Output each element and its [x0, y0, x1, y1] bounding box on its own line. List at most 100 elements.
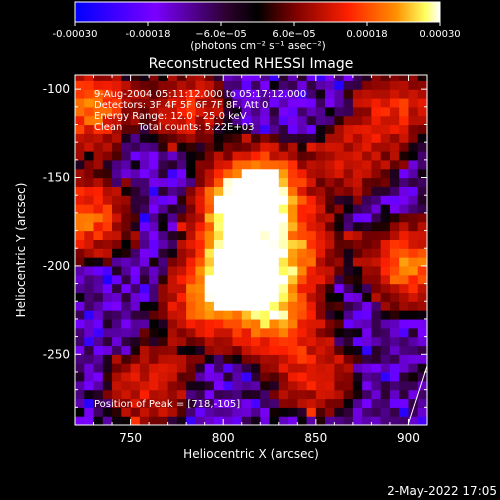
heatmap-cell: [260, 195, 271, 205]
heatmap-cell: [297, 310, 308, 320]
heatmap-cell: [325, 292, 335, 302]
heatmap-cell: [306, 124, 317, 134]
heatmap-cell: [213, 133, 224, 143]
heatmap-cell: [167, 354, 178, 364]
heatmap-cell: [112, 106, 122, 117]
heatmap-cell: [417, 274, 427, 285]
heatmap-cell: [417, 115, 427, 126]
heatmap-cell: [75, 195, 85, 205]
heatmap-cell: [232, 195, 243, 205]
heatmap-cell: [408, 204, 419, 214]
heatmap-cell: [121, 124, 132, 134]
heatmap-cell: [408, 221, 419, 232]
heatmap-cell: [306, 80, 317, 90]
heatmap-cell: [130, 354, 141, 364]
heatmap-cell: [241, 389, 252, 400]
heatmap-cell: [75, 212, 85, 223]
heatmap-cell: [362, 75, 373, 81]
heatmap-cell: [130, 318, 141, 329]
heatmap-cell: [269, 310, 280, 320]
heatmap-cell: [297, 257, 308, 267]
heatmap-cell: [213, 80, 224, 90]
y-axis: -100-150-200-250: [43, 82, 427, 426]
heatmap-cell: [408, 177, 419, 187]
heatmap-cell: [371, 354, 382, 364]
heatmap-cell: [241, 97, 252, 108]
heatmap-cell: [334, 89, 345, 99]
heatmap-cell: [371, 133, 382, 143]
heatmap-cell: [352, 168, 363, 179]
heatmap-cell: [139, 416, 150, 425]
heatmap-cell: [325, 336, 335, 347]
heatmap-cell: [204, 274, 215, 285]
heatmap-cell: [399, 310, 410, 320]
heatmap-cell: [84, 398, 95, 408]
heatmap-cell: [315, 318, 326, 329]
heatmap-cell: [417, 230, 427, 240]
heatmap-cell: [260, 257, 271, 267]
heatmap-cell: [408, 380, 419, 391]
heatmap-cell: [417, 75, 427, 81]
heatmap-cell: [176, 398, 187, 408]
heatmap-cell: [223, 75, 234, 81]
heatmap-cell: [325, 301, 335, 311]
heatmap-cell: [204, 159, 215, 170]
heatmap-cell: [352, 416, 363, 425]
heatmap-cell: [167, 292, 178, 302]
heatmap-cell: [223, 380, 234, 391]
heatmap-cell: [297, 398, 308, 408]
heatmap-cell: [297, 80, 308, 90]
heatmap-cell: [251, 336, 261, 347]
heatmap-cell: [213, 115, 224, 126]
colorbar-tick-label: -0.00018: [126, 29, 171, 40]
heatmap-cell: [112, 124, 122, 134]
heatmap-cell: [389, 124, 400, 134]
heatmap-cell: [93, 265, 104, 276]
heatmap-cell: [241, 221, 252, 232]
heatmap-cell: [130, 371, 141, 382]
heatmap-cell: [149, 151, 159, 161]
heatmap-cell: [306, 292, 317, 302]
heatmap-cell: [93, 327, 104, 338]
heatmap-cell: [408, 354, 419, 364]
heatmap-cell: [399, 75, 410, 81]
heatmap-cell: [371, 274, 382, 285]
heatmap-cell: [93, 212, 104, 223]
heatmap-cell: [371, 97, 382, 108]
heatmap-cell: [278, 221, 289, 232]
heatmap-cell: [269, 301, 280, 311]
heatmap-cell: [84, 97, 95, 108]
heatmap-cell: [213, 142, 224, 152]
heatmap-cell: [167, 371, 178, 382]
heatmap-cell: [362, 248, 373, 258]
heatmap-cell: [389, 151, 400, 161]
heatmap-cell: [186, 221, 197, 232]
heatmap-cell: [112, 283, 122, 294]
heatmap-cell: [176, 204, 187, 214]
heatmap-cell: [204, 75, 215, 81]
heatmap-cell: [93, 318, 104, 329]
heatmap-cell: [408, 133, 419, 143]
heatmap-cell: [204, 407, 215, 417]
heatmap-cell: [334, 151, 345, 161]
heatmap-cell: [408, 416, 419, 425]
heatmap-cell: [417, 310, 427, 320]
heatmap-cell: [167, 142, 178, 152]
heatmap-cell: [102, 248, 113, 258]
heatmap-cell: [343, 292, 354, 302]
heatmap-cell: [260, 106, 271, 117]
heatmap-cell: [176, 301, 187, 311]
heatmap-cell: [241, 230, 252, 240]
heatmap-cell: [158, 363, 169, 373]
heatmap-cell: [260, 89, 271, 99]
heatmap-cell: [176, 115, 187, 126]
heatmap-cell: [149, 416, 159, 425]
heatmap-cell: [417, 248, 427, 258]
heatmap-cell: [75, 97, 85, 108]
heatmap-cell: [75, 115, 85, 126]
heatmap-cell: [176, 89, 187, 99]
heatmap-cell: [362, 151, 373, 161]
heatmap-cell: [399, 336, 410, 347]
heatmap-cell: [288, 80, 298, 90]
heatmap-cell: [417, 168, 427, 179]
